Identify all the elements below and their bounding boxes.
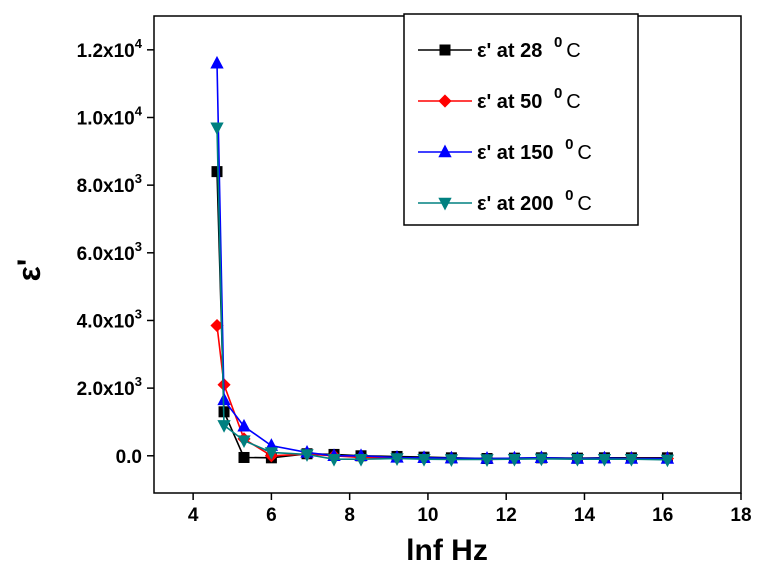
data-point [300, 449, 314, 462]
series-line-1 [216, 325, 668, 460]
data-point [237, 418, 251, 432]
y-tick-label: 0.0 [116, 447, 142, 468]
y-tick-label: 2.0x103 [77, 374, 142, 400]
x-tick-label: 18 [730, 505, 751, 526]
data-point [210, 122, 224, 136]
data-point [354, 453, 368, 467]
y-tick-mantissa: 2.0x10 [77, 379, 135, 400]
x-tick-label: 4 [188, 505, 199, 526]
y-tick-label: 8.0x103 [77, 171, 142, 197]
data-point [217, 420, 231, 433]
legend-swatch-marker [438, 94, 452, 108]
y-tick-mantissa: 8.0x10 [77, 176, 135, 197]
legend-label-degree: 0 [554, 85, 562, 102]
data-point [210, 55, 224, 69]
y-tick-exponent: 3 [135, 306, 142, 321]
data-point [327, 453, 341, 467]
x-axis-title: lnf Hz [406, 534, 488, 567]
series-1 [210, 318, 674, 466]
y-axis-title: ε' [11, 259, 47, 282]
data-point [390, 453, 404, 466]
y-tick-mantissa: 4.0x10 [77, 311, 135, 332]
y-tick-exponent: 3 [135, 171, 142, 186]
data-point [534, 453, 549, 467]
legend-swatch-marker [439, 44, 451, 56]
series-layer [210, 55, 675, 468]
legend-label-unit: C [566, 91, 580, 113]
legend-label-name: ε' at 28 [477, 40, 548, 62]
legend-label-unit: C [566, 40, 580, 62]
data-point [507, 453, 522, 467]
y-tick-label: 1.0x104 [77, 103, 143, 129]
legend-label-unit: C [577, 193, 591, 215]
data-point [211, 166, 223, 178]
x-tick-label: 10 [417, 505, 438, 526]
legend-label-name: ε' at 150 [477, 142, 559, 164]
data-point [624, 453, 639, 467]
legend-label-degree: 0 [554, 34, 562, 51]
y-tick-mantissa: 6.0x10 [77, 244, 135, 265]
legend-label-unit: C [577, 142, 591, 164]
y-tick-label: 6.0x103 [77, 239, 142, 265]
y-tick-label: 4.0x103 [77, 306, 142, 332]
y-tick-mantissa: 0.0 [116, 447, 142, 468]
y-tick-mantissa: 1.0x10 [77, 108, 135, 129]
data-point [417, 453, 431, 467]
legend-label-name: ε' at 50 [477, 91, 548, 113]
legend-label-degree: 0 [565, 136, 573, 153]
data-point [597, 453, 612, 467]
series-3 [210, 122, 675, 468]
data-point [238, 451, 250, 463]
x-tick-label: 12 [496, 505, 517, 526]
legend-label-name: ε' at 200 [477, 193, 559, 215]
axes-ticks: 4 6 8 10 12 14 16 180.02.0x1034.0x1036.0x1038.0… [77, 36, 752, 526]
legend-label-degree: 0 [565, 187, 573, 204]
data-point [570, 453, 585, 467]
legend-swatch-marker [438, 197, 452, 211]
y-tick-exponent: 3 [135, 374, 142, 389]
data-point [444, 454, 459, 467]
y-tick-exponent: 4 [135, 103, 143, 118]
data-point [660, 454, 675, 468]
data-point [480, 454, 494, 467]
y-tick-label: 1.2x104 [77, 36, 143, 62]
legend: ε' at 28 0 Cε' at 50 0 Cε' at 150 0 Cε' at … [403, 13, 639, 226]
x-tick-label: 6 [266, 505, 277, 526]
data-point [264, 447, 279, 460]
legend-swatch-marker [438, 144, 452, 158]
y-tick-mantissa: 1.2x10 [77, 41, 135, 62]
x-tick-label: 8 [344, 505, 355, 526]
y-tick-exponent: 3 [135, 239, 142, 254]
x-tick-label: 14 [574, 505, 596, 526]
x-tick-label: 16 [652, 505, 673, 526]
data-point [237, 435, 251, 449]
y-tick-exponent: 4 [135, 36, 143, 51]
